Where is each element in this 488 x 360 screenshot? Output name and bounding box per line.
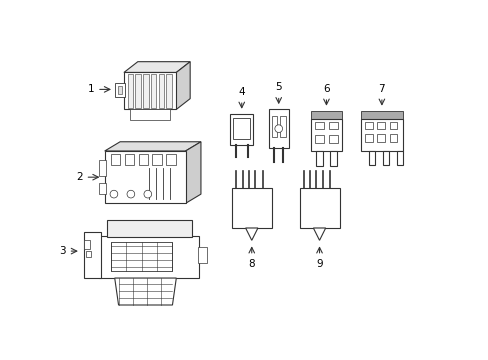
Bar [310,119,341,151]
Polygon shape [123,62,190,72]
Text: 3: 3 [60,246,66,256]
Bar [314,122,324,130]
Bar [233,118,250,139]
Text: 5: 5 [275,82,282,93]
Bar [84,239,90,249]
Bar [368,151,374,165]
Bar [111,154,120,165]
Text: 6: 6 [323,84,329,94]
Circle shape [110,190,118,198]
Bar [299,188,339,228]
Bar [138,154,147,165]
Polygon shape [245,228,257,240]
Text: 7: 7 [378,84,385,94]
Bar [166,74,171,108]
Text: 1: 1 [88,84,95,94]
Bar [198,247,207,263]
Bar [389,122,396,130]
Bar [364,122,372,130]
Bar [377,134,384,142]
Circle shape [143,190,151,198]
Text: 4: 4 [238,87,244,97]
Polygon shape [313,228,325,240]
Bar [389,134,396,142]
Bar [360,111,403,119]
Bar [111,242,172,271]
Bar [99,236,199,278]
Polygon shape [84,232,101,278]
Bar [310,111,341,119]
Circle shape [274,125,282,132]
Circle shape [127,190,135,198]
Bar [382,151,388,165]
Bar [143,74,148,108]
Bar [127,74,133,108]
Bar [328,122,337,130]
Bar [231,188,271,228]
Polygon shape [176,62,190,109]
Bar [135,74,141,108]
Bar [124,154,134,165]
Bar [230,114,253,145]
Bar [315,151,323,166]
Bar [115,83,125,97]
Bar [328,135,337,143]
Bar [107,220,191,237]
Bar [314,135,324,143]
Bar [396,151,402,165]
Bar [104,151,185,203]
Bar [151,74,156,108]
Bar [377,122,384,130]
Bar [86,251,91,257]
Bar [99,183,106,194]
Bar [130,109,170,120]
Bar [118,86,122,94]
Bar [158,74,163,108]
Bar [152,154,162,165]
Text: 2: 2 [76,172,83,182]
Bar [166,154,175,165]
Bar [268,109,288,148]
Bar [360,119,403,151]
Bar [329,151,337,166]
Bar [280,116,285,137]
Bar [123,72,176,109]
Text: 8: 8 [248,259,255,269]
Bar [364,134,372,142]
Polygon shape [104,142,201,151]
Bar [99,160,106,176]
Text: 9: 9 [316,259,322,269]
Polygon shape [115,278,176,305]
Polygon shape [185,142,201,203]
Bar [271,116,277,137]
